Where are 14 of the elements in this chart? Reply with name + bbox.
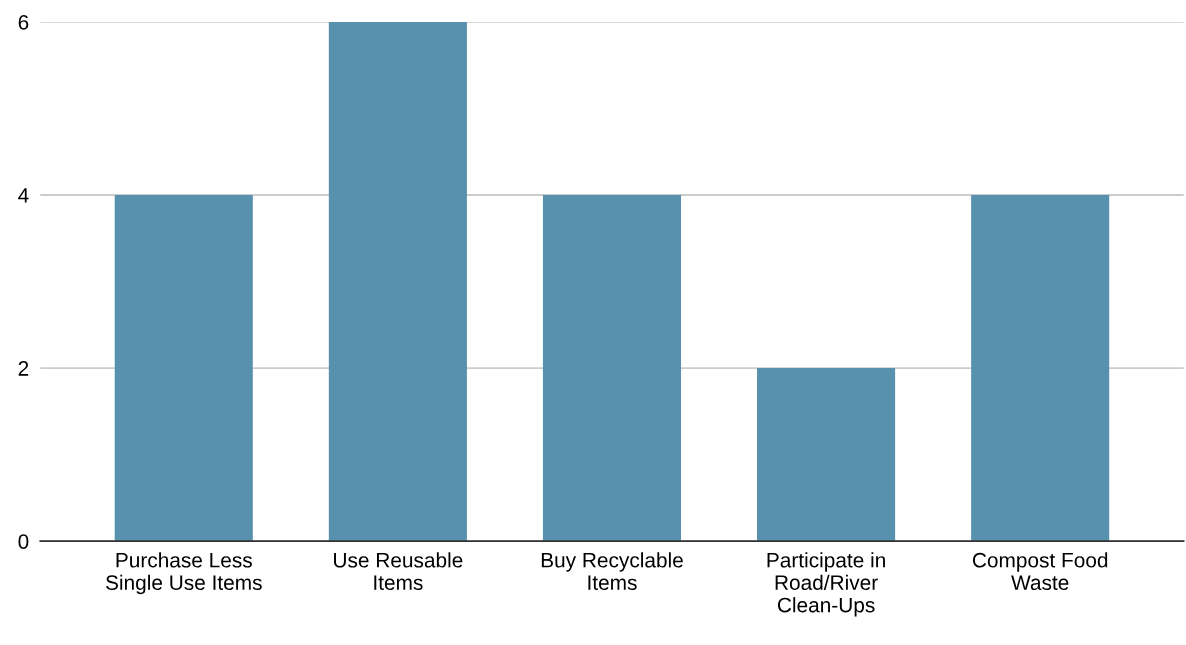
x-tick-label: Purchase Less Single Use Items — [105, 552, 262, 595]
x-tick-label: Compost Food Waste — [972, 552, 1108, 591]
x-tick-label: Use Reusable Items — [334, 552, 463, 591]
bar — [114, 195, 253, 542]
bar — [542, 195, 682, 542]
x-tick-label: Participate in Road/River Clean-Ups — [767, 552, 885, 617]
bar — [757, 368, 896, 542]
x-tick-label: Buy Recyclable Items — [541, 552, 683, 591]
bar — [971, 195, 1110, 542]
y-tick-label: 6 — [18, 14, 29, 30]
y-tick-label: 4 — [18, 188, 29, 203]
y-tick-label: 0 — [18, 534, 29, 549]
y-tick-label: 2 — [18, 361, 29, 376]
bar — [328, 21, 467, 542]
